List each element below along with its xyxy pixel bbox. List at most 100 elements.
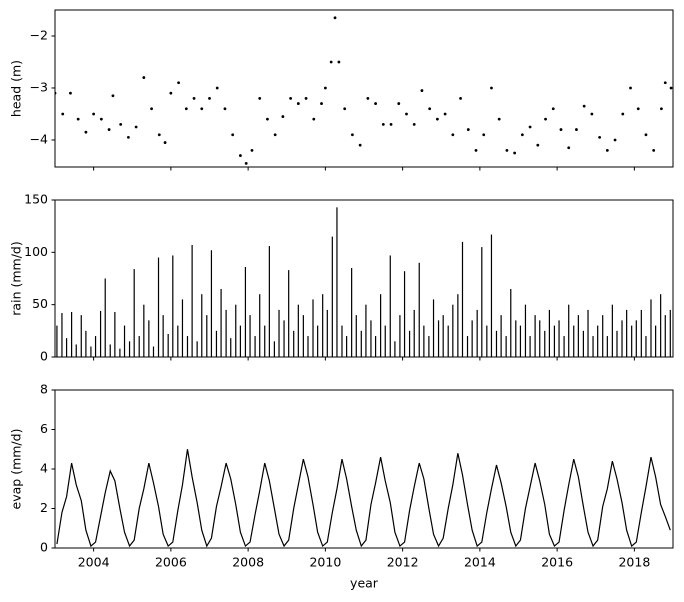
bar [206,315,208,357]
y-tick-label: 2 [40,500,48,515]
point [590,112,594,116]
bar [611,304,613,357]
bar [109,344,111,357]
x-tick-label: 2006 [155,555,187,570]
point [250,148,254,152]
bar [90,346,92,357]
axes-frame [54,9,674,168]
point [660,107,663,111]
bar [660,294,662,357]
y-tick-label: 8 [40,382,48,397]
bar [104,278,106,357]
bar [152,346,155,357]
bar [172,255,174,357]
bar [481,247,483,357]
bar [442,315,444,357]
bar [577,315,579,357]
point [397,102,401,105]
bar [297,304,299,357]
point [76,117,80,121]
bar [664,315,666,357]
point [366,96,370,100]
bar [162,315,164,357]
point [536,143,540,147]
x-tick-label: 2014 [464,555,496,570]
point [107,128,111,131]
point [412,122,416,126]
point [621,112,625,116]
bar [534,315,536,357]
point [420,89,424,92]
axes-frame [54,199,674,358]
point [490,86,493,90]
point [244,161,248,165]
bar [635,320,637,357]
bar [403,271,406,357]
y-axis-label: evap (mm/d) [9,429,24,510]
panel: −4 −3 −2 head (m) [9,9,674,171]
bar [56,325,58,357]
bar [582,330,584,357]
point [208,96,211,100]
point [605,148,609,152]
point [329,60,333,64]
point [435,117,439,121]
bar [428,336,430,357]
point [304,96,308,100]
point [629,86,632,90]
bar [177,325,179,357]
bar [215,330,218,357]
bar [273,341,275,357]
bar [500,315,502,357]
point [474,148,478,152]
bar [75,344,77,357]
bar [210,250,213,357]
bar [616,330,618,357]
point [258,96,262,100]
point [381,122,385,126]
bar [133,269,135,357]
bar [519,325,522,357]
bar [457,294,459,357]
bar [355,315,357,357]
point [215,86,219,90]
point [652,148,656,152]
bar [181,299,184,357]
bar [288,270,290,357]
point [61,112,65,116]
bar [592,336,594,357]
bar [374,336,377,357]
bar [268,246,270,357]
bar [466,336,469,357]
bar [85,330,87,357]
point [69,91,72,95]
point [184,107,188,111]
bar [283,320,285,357]
point [551,107,555,111]
point [559,128,563,131]
bar [230,338,232,357]
bar [408,330,411,357]
point [289,96,293,100]
bar [529,336,531,357]
y-axis-label: rain (mm/d) [9,241,24,315]
plot-area [56,207,671,357]
point [119,122,123,126]
bar [655,325,657,357]
line [56,449,671,548]
bar [476,309,478,357]
x-tick-label: 2008 [232,555,264,570]
bar [471,320,473,357]
bar [225,309,227,357]
bar [568,304,570,357]
point [544,117,547,121]
bar [418,262,420,357]
bar [186,336,189,357]
point [351,133,354,137]
y-tick-label: 6 [40,421,48,436]
bar [389,255,391,357]
bar [360,330,362,357]
bar [341,325,343,357]
bar [553,325,556,357]
